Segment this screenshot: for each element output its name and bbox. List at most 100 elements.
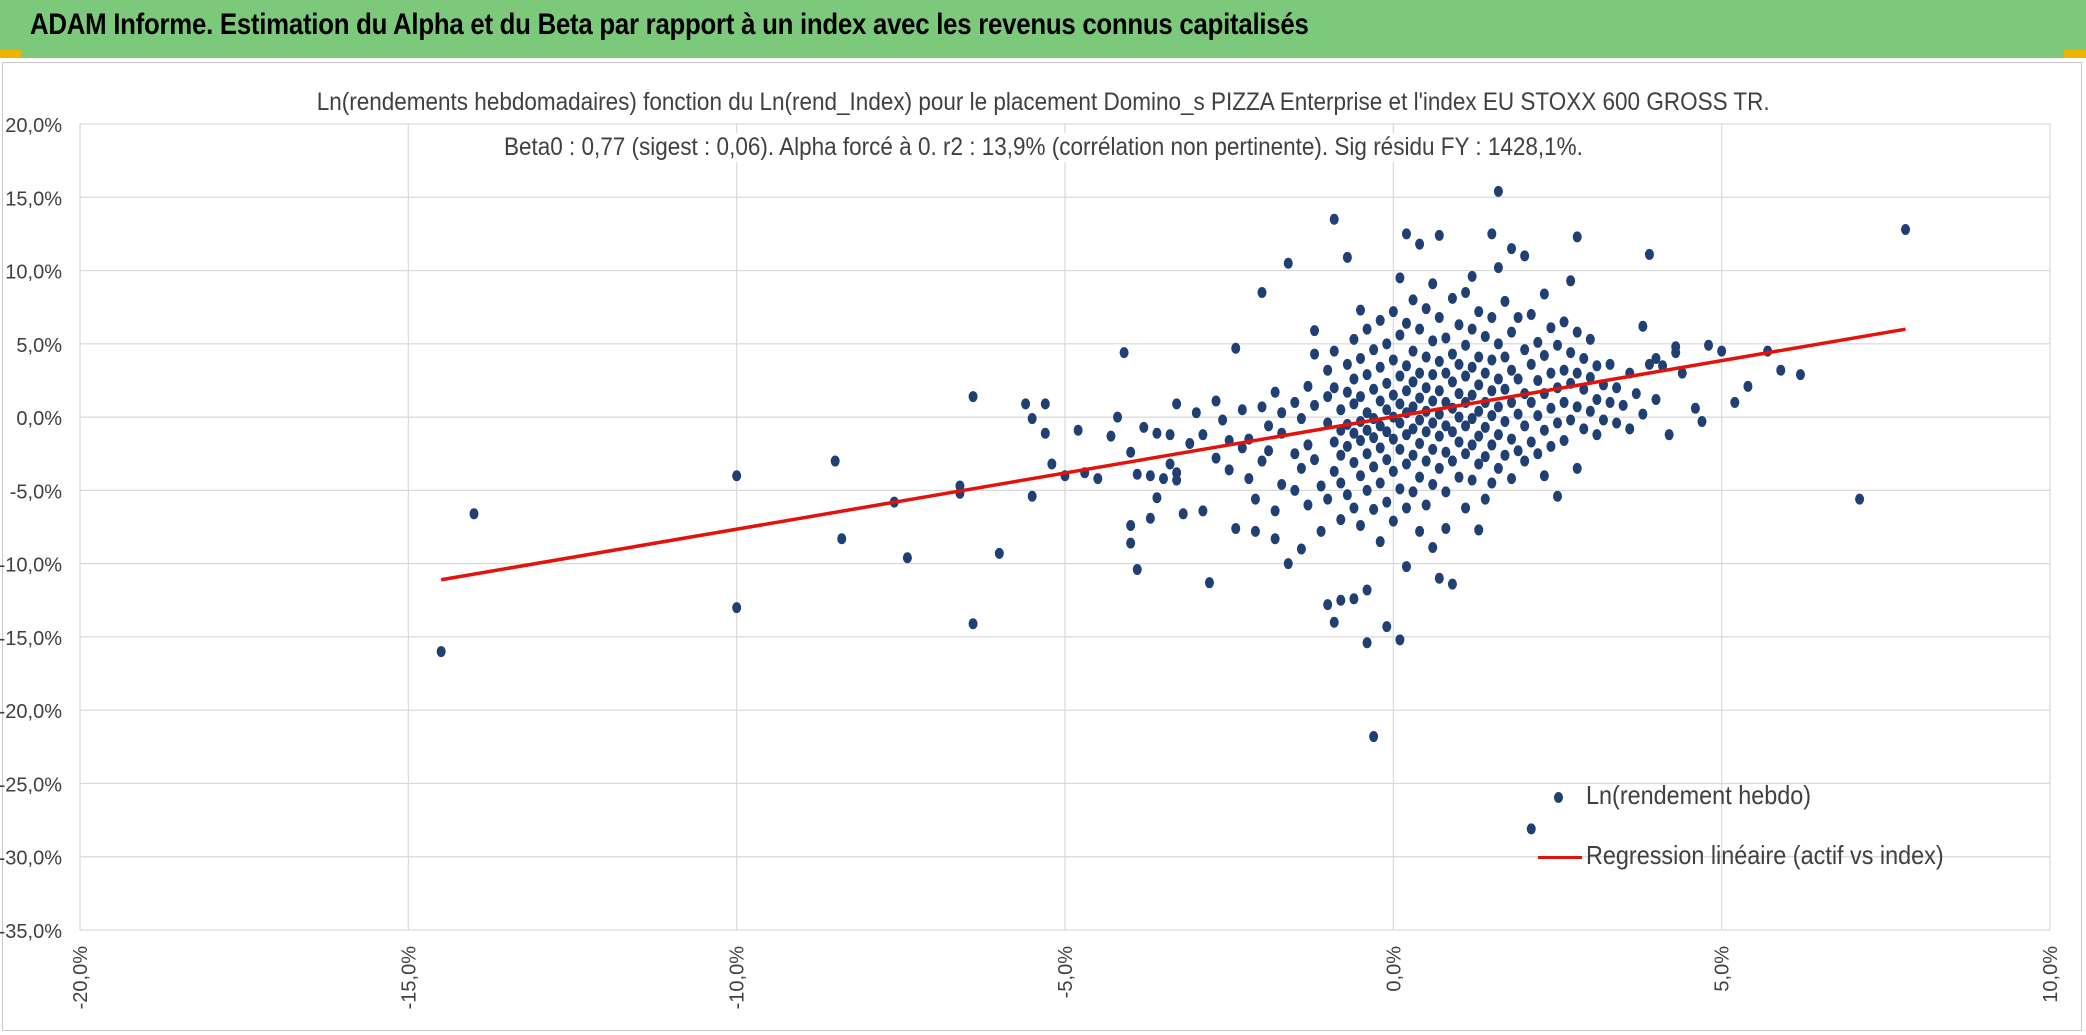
data-point xyxy=(1441,486,1451,498)
data-point xyxy=(1362,323,1372,335)
data-point xyxy=(1461,370,1471,382)
data-point xyxy=(1382,377,1392,389)
data-point xyxy=(1415,392,1425,404)
data-point xyxy=(1257,287,1267,299)
data-point xyxy=(1559,316,1569,328)
data-point xyxy=(1356,470,1365,482)
data-point xyxy=(1204,577,1214,589)
x-tick-label: -15,0% xyxy=(398,946,420,1010)
data-point xyxy=(1369,461,1379,473)
data-point xyxy=(1375,314,1385,326)
data-point xyxy=(1408,294,1418,306)
x-tick-label: -20,0% xyxy=(70,946,92,1010)
data-point xyxy=(1152,492,1162,504)
data-point xyxy=(1441,332,1451,344)
data-point xyxy=(1730,396,1740,408)
data-point xyxy=(1618,399,1628,411)
data-point xyxy=(830,455,840,467)
data-point xyxy=(1585,333,1595,345)
data-point xyxy=(1572,326,1582,338)
data-point xyxy=(1349,333,1359,345)
data-point xyxy=(1362,407,1372,419)
data-point xyxy=(1434,355,1444,367)
data-point xyxy=(1415,437,1425,449)
data-point xyxy=(1329,382,1339,394)
data-point xyxy=(1421,303,1431,315)
y-tick-label: -25,0% xyxy=(0,774,62,796)
data-point xyxy=(1119,347,1129,359)
data-point xyxy=(1145,470,1155,482)
data-point xyxy=(1520,344,1530,356)
data-point xyxy=(1106,430,1116,442)
data-point xyxy=(1323,417,1333,429)
data-point xyxy=(1467,439,1477,451)
data-point xyxy=(1592,429,1602,441)
data-point xyxy=(1198,429,1208,441)
data-point xyxy=(1362,584,1372,596)
data-point xyxy=(1493,429,1503,441)
data-point xyxy=(1507,326,1517,338)
data-point xyxy=(1257,455,1267,467)
data-point xyxy=(1362,424,1372,436)
data-point xyxy=(1395,272,1405,284)
data-point xyxy=(1572,401,1582,413)
data-point xyxy=(1329,465,1339,477)
data-point xyxy=(1336,514,1346,526)
data-point xyxy=(1795,369,1805,381)
data-point xyxy=(1461,420,1471,432)
data-point xyxy=(1375,477,1385,489)
data-point xyxy=(1480,367,1490,379)
data-point xyxy=(1447,578,1457,590)
data-point xyxy=(1356,520,1365,532)
data-point xyxy=(1428,542,1438,554)
data-point xyxy=(1428,479,1438,491)
data-point xyxy=(1401,385,1411,397)
data-point xyxy=(1605,396,1615,408)
data-point xyxy=(1513,373,1523,385)
data-point xyxy=(1500,383,1510,395)
data-point xyxy=(1349,373,1359,385)
data-point xyxy=(1329,213,1339,225)
data-point xyxy=(1296,462,1306,474)
data-point xyxy=(1690,402,1700,414)
data-point xyxy=(1382,404,1392,416)
data-point xyxy=(1493,262,1503,274)
data-point xyxy=(1342,386,1352,398)
y-tick-label: -30,0% xyxy=(0,848,62,870)
data-point xyxy=(1415,414,1425,426)
data-point xyxy=(1270,386,1280,398)
data-point xyxy=(1421,426,1431,438)
data-point xyxy=(1474,351,1484,363)
data-point xyxy=(1277,407,1287,419)
data-point xyxy=(1474,430,1484,442)
data-point xyxy=(1539,350,1549,362)
data-point xyxy=(1526,358,1536,370)
data-point xyxy=(902,552,912,564)
y-tick-label: -10,0% xyxy=(0,555,62,577)
data-point xyxy=(1539,288,1549,300)
data-point xyxy=(1559,364,1569,376)
data-point xyxy=(1310,348,1320,360)
data-point xyxy=(1704,339,1714,351)
data-point xyxy=(1480,493,1490,505)
data-point xyxy=(1395,417,1405,429)
page-title: ADAM Informe. Estimation du Alpha et du … xyxy=(30,8,1309,41)
data-point xyxy=(1264,420,1274,432)
data-point xyxy=(1467,474,1477,486)
data-point xyxy=(1441,367,1451,379)
data-point xyxy=(1382,338,1392,350)
data-point xyxy=(469,508,479,520)
data-point xyxy=(1487,311,1497,323)
data-point xyxy=(1027,490,1037,502)
data-point xyxy=(1441,446,1451,458)
data-point xyxy=(1447,376,1457,388)
data-point xyxy=(1520,420,1530,432)
data-point xyxy=(1421,351,1431,363)
data-point xyxy=(1415,525,1425,537)
data-point xyxy=(1500,351,1510,363)
data-point xyxy=(1362,369,1372,381)
data-point xyxy=(732,602,742,614)
chart-subtitle-text: Beta0 : 0,77 (sigest : 0,06). Alpha forc… xyxy=(494,133,1592,162)
data-point xyxy=(1191,407,1201,419)
data-point xyxy=(1572,231,1582,243)
